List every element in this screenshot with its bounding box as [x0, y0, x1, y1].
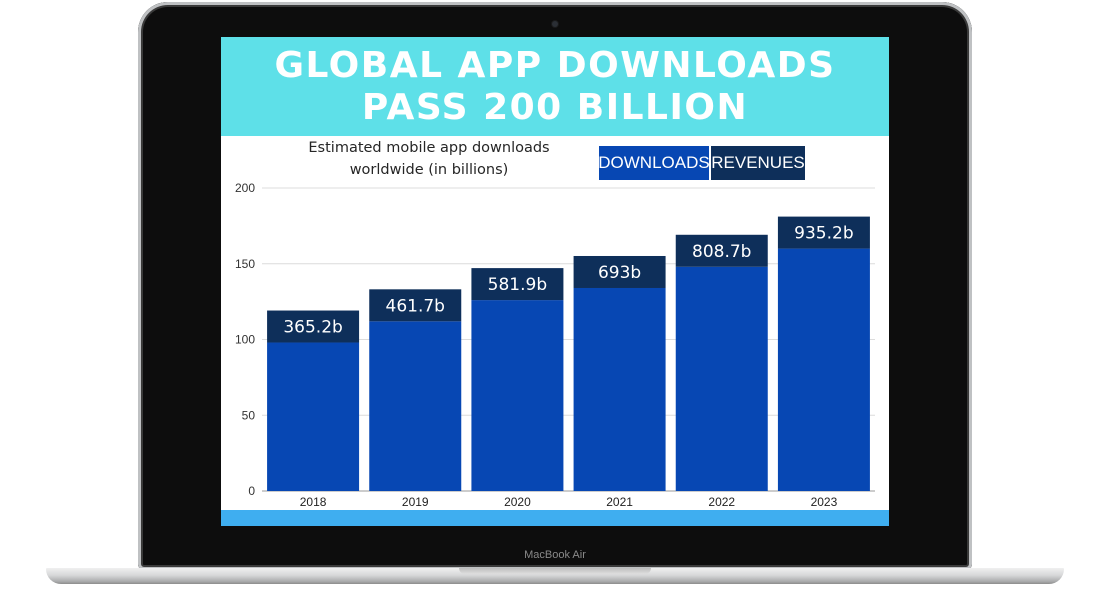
- data-label: 935.2b: [794, 224, 853, 244]
- data-label-box: [777, 216, 870, 249]
- data-label: 365.2b: [283, 318, 342, 338]
- tab-downloads[interactable]: DOWNLOADS: [598, 146, 710, 180]
- bar-2020: [471, 300, 564, 491]
- x-tick-label: 2021: [606, 495, 633, 509]
- chart-tabs: DOWNLOADS REVENUES: [598, 146, 805, 180]
- tab-revenues[interactable]: REVENUES: [711, 146, 805, 180]
- chart-subtitle-line-1: Estimated mobile app downloads: [308, 140, 550, 156]
- bar-2019: [369, 321, 462, 491]
- data-label-box: [267, 310, 360, 343]
- title-line-1: GLOBAL APP DOWNLOADS: [274, 44, 836, 86]
- data-label: 693b: [598, 263, 641, 283]
- y-tick-label: 150: [235, 257, 255, 271]
- laptop-brand-label: MacBook Air: [524, 549, 586, 561]
- data-label-box: [369, 289, 462, 322]
- laptop-base: [46, 568, 1064, 584]
- x-tick-label: 2022: [708, 495, 735, 509]
- bar-2021: [573, 287, 666, 491]
- data-label: 581.9b: [488, 275, 547, 295]
- chart-subtitle-line-2: worldwide (in billions): [349, 162, 509, 178]
- laptop-notch: [459, 568, 651, 574]
- camera-icon: [552, 21, 558, 27]
- title-line-2: PASS 200 BILLION: [361, 86, 749, 128]
- screen: GLOBAL APP DOWNLOADS PASS 200 BILLION Es…: [221, 37, 889, 526]
- data-label-box: [675, 234, 768, 267]
- data-label-box: [573, 255, 666, 288]
- x-tick-label: 2019: [402, 495, 429, 509]
- y-tick-label: 0: [248, 484, 255, 498]
- y-tick-label: 50: [242, 408, 256, 422]
- title-banner: GLOBAL APP DOWNLOADS PASS 200 BILLION: [221, 37, 889, 136]
- chart-subtitle: Estimated mobile app downloads worldwide…: [269, 137, 589, 181]
- data-label-box: [471, 268, 564, 301]
- bar-2022: [675, 266, 768, 491]
- x-tick-label: 2023: [811, 495, 838, 509]
- bar-2023: [777, 248, 870, 491]
- bottom-strip: [221, 510, 889, 526]
- bar-2018: [267, 342, 360, 491]
- data-label: 461.7b: [386, 296, 445, 316]
- data-label: 808.7b: [692, 242, 751, 262]
- bar-chart: 0 50 100 150 200 365.2b 2018 461.7b 2019 581.9b 20…: [235, 181, 875, 509]
- x-tick-label: 2020: [504, 495, 531, 509]
- y-tick-label: 200: [235, 181, 255, 195]
- x-tick-label: 2018: [300, 495, 327, 509]
- y-tick-label: 100: [235, 333, 255, 347]
